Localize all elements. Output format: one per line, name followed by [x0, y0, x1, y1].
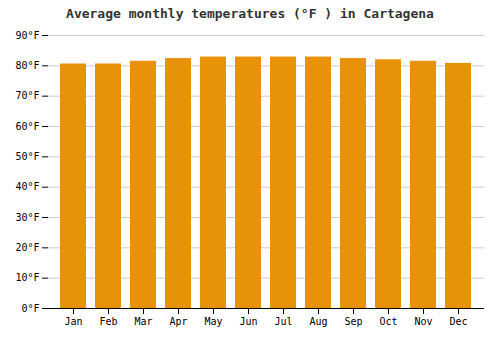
svg-text:Feb: Feb	[99, 316, 117, 327]
svg-text:70°F: 70°F	[15, 90, 39, 101]
svg-text:Sep: Sep	[344, 316, 362, 327]
svg-text:20°F: 20°F	[15, 242, 39, 253]
svg-text:30°F: 30°F	[15, 212, 39, 223]
svg-text:Dec: Dec	[449, 316, 467, 327]
svg-text:May: May	[204, 316, 222, 327]
svg-text:80°F: 80°F	[15, 60, 39, 71]
svg-text:Jun: Jun	[239, 316, 257, 327]
svg-text:Jul: Jul	[274, 316, 292, 327]
svg-text:40°F: 40°F	[15, 181, 39, 192]
svg-text:Mar: Mar	[134, 316, 152, 327]
svg-text:Apr: Apr	[169, 316, 187, 327]
svg-text:Nov: Nov	[414, 316, 432, 327]
svg-text:Oct: Oct	[379, 316, 397, 327]
svg-text:10°F: 10°F	[15, 272, 39, 283]
svg-text:90°F: 90°F	[15, 30, 39, 41]
svg-text:50°F: 50°F	[15, 151, 39, 162]
html-text:Average monthly temperatures (: Average monthly temperatures (°F ) in Ca…	[66, 6, 434, 21]
svg-text:Aug: Aug	[309, 316, 327, 327]
svg-text:Jan: Jan	[64, 316, 82, 327]
svg-text:60°F: 60°F	[15, 121, 39, 132]
svg-text:0°F: 0°F	[21, 303, 39, 314]
